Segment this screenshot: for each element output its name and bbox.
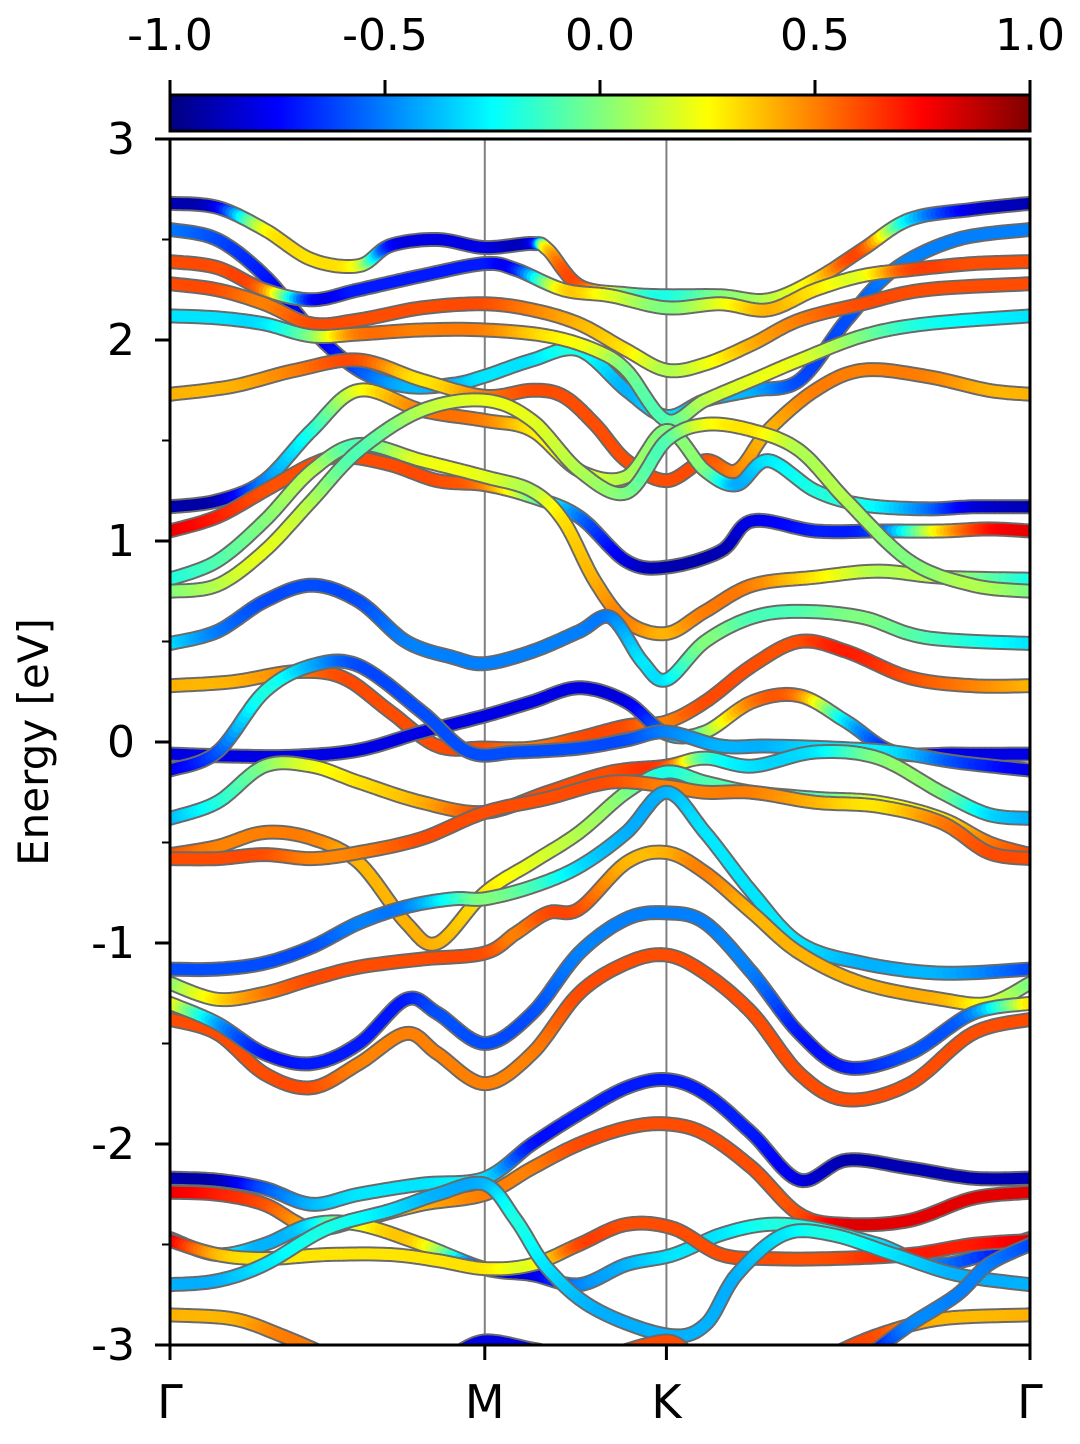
- colorbar-tick-label: 0.5: [780, 10, 850, 61]
- colorbar: -1.0 -0.5 0.0 0.5 1.0: [127, 10, 1065, 131]
- colorbar-tick-label: 1.0: [995, 10, 1065, 61]
- colorbar-tick-label: -0.5: [342, 10, 428, 61]
- colorbar-ticks: -1.0 -0.5 0.0 0.5 1.0: [127, 10, 1065, 95]
- colorbar-tick-label: 0.0: [565, 10, 635, 61]
- colorbar-gradient: [170, 95, 1030, 131]
- plot-area: [170, 139, 1030, 1355]
- colorbar-tick-label: -1.0: [127, 10, 213, 61]
